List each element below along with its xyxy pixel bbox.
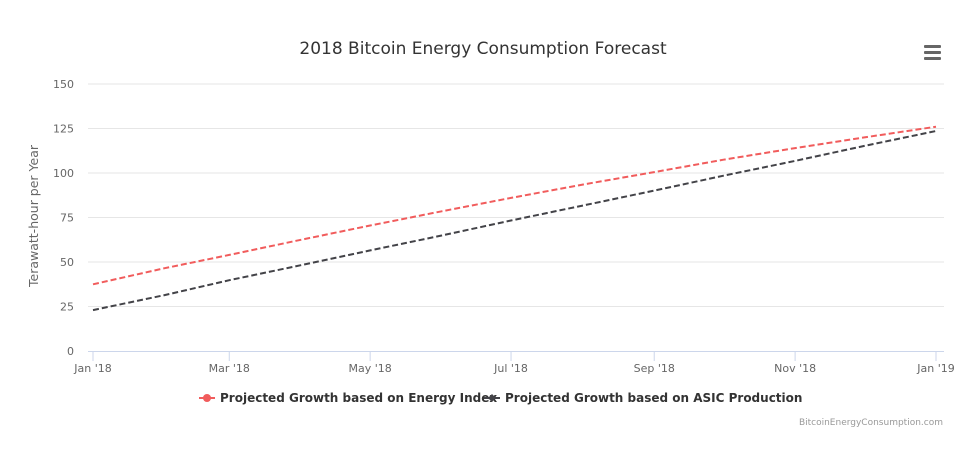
- x-tick-label: Jan '18: [73, 362, 111, 375]
- y-tick-label: 0: [67, 345, 74, 358]
- y-axis-label: Terawatt-hour per Year: [26, 144, 41, 288]
- y-tick-label: 25: [60, 301, 74, 314]
- x-tick-label: Jul '18: [493, 362, 528, 375]
- y-tick-label: 100: [53, 167, 74, 180]
- y-tick-label: 50: [60, 256, 74, 269]
- y-axis: 0 25 50 75 100 125 150: [53, 78, 74, 358]
- legend-label: Projected Growth based on Energy Index: [220, 391, 497, 405]
- y-tick-label: 125: [53, 123, 74, 136]
- x-tick-label: Nov '18: [774, 362, 816, 375]
- legend-marker-circle-icon: [203, 394, 211, 402]
- series-line-1: [92, 130, 937, 312]
- x-tick-label: Sep '18: [634, 362, 675, 375]
- legend-label: Projected Growth based on ASIC Productio…: [505, 391, 802, 405]
- x-tick-label: Jan '19: [916, 362, 954, 375]
- series-line-0: [92, 125, 937, 286]
- legend-item-0[interactable]: Projected Growth based on Energy Index: [199, 391, 497, 405]
- x-axis: Jan '18 Mar '18 May '18 Jul '18 Sep '18 Nov '…: [73, 351, 955, 375]
- credit-link[interactable]: BitcoinEnergyConsumption.com: [799, 418, 943, 428]
- chart-title: 2018 Bitcoin Energy Consumption Forecast: [299, 39, 667, 59]
- series-group: [92, 125, 937, 312]
- x-tick-label: May '18: [349, 362, 392, 375]
- legend-item-1[interactable]: Projected Growth based on ASIC Productio…: [484, 391, 802, 405]
- x-tick-label: Mar '18: [209, 362, 250, 375]
- y-tick-label: 150: [53, 78, 74, 91]
- legend: Projected Growth based on Energy Index Pr…: [199, 391, 802, 405]
- grid: [88, 83, 944, 307]
- y-tick-label: 75: [60, 212, 74, 225]
- legend-marker-diamond-icon: [488, 394, 496, 402]
- hamburger-menu-icon[interactable]: [924, 45, 941, 60]
